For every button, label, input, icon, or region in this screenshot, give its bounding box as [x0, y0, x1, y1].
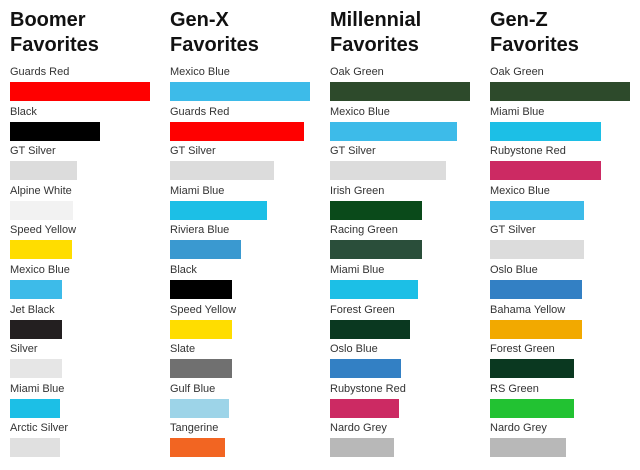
bar — [330, 359, 402, 379]
category-label: Black — [10, 105, 37, 118]
bar — [10, 161, 78, 181]
category-label: Rubystone Red — [330, 382, 406, 395]
category-label: Oak Green — [490, 66, 544, 78]
category-label: Speed Yellow — [10, 224, 77, 237]
category-label: Arctic Silver — [10, 422, 69, 435]
category-label: Riviera Blue — [170, 224, 230, 237]
category-label: Tangerine — [170, 422, 219, 435]
category-label: Oslo Blue — [490, 264, 538, 276]
category-label: Forest Green — [490, 343, 555, 356]
category-label: Gulf Blue — [170, 382, 216, 395]
bar — [490, 161, 601, 181]
panel-title-line2: Favorites — [330, 34, 419, 56]
category-label: Jet Black — [10, 303, 55, 316]
category-label: Guards Red — [170, 105, 230, 118]
category-label: Miami Blue — [490, 105, 545, 118]
category-label: Rubystone Red — [490, 145, 566, 158]
category-label: Speed Yellow — [170, 303, 237, 316]
bar — [490, 121, 601, 141]
bar — [330, 200, 423, 220]
panel-title-line2: Favorites — [490, 34, 579, 56]
bar — [170, 398, 229, 418]
category-label: Oslo Blue — [330, 343, 378, 356]
category-label: Silver — [10, 343, 38, 356]
bar — [170, 359, 232, 379]
panel-title: Gen-X Favorites — [170, 8, 259, 58]
bar — [10, 398, 61, 418]
bar — [490, 280, 583, 299]
category-label: GT Silver — [490, 224, 536, 237]
bar — [170, 319, 232, 339]
bar — [330, 82, 470, 101]
category-label: Black — [170, 264, 197, 276]
bar — [490, 438, 566, 458]
bar — [10, 359, 62, 379]
panel-title-line1: Gen-Z — [490, 9, 548, 31]
panel-title: Boomer Favorites — [10, 8, 99, 58]
bar — [170, 121, 305, 141]
bar — [10, 82, 150, 101]
bar — [490, 398, 574, 418]
bar — [330, 319, 410, 339]
category-label: Miami Blue — [170, 184, 225, 197]
bar — [490, 359, 574, 379]
bar — [10, 240, 72, 260]
category-label: Oak Green — [330, 66, 384, 78]
bar — [10, 200, 73, 220]
category-label: Miami Blue — [10, 382, 65, 395]
category-label: Mexico Blue — [10, 264, 70, 276]
bar — [170, 161, 274, 181]
bar — [330, 161, 447, 181]
category-label: Mexico Blue — [490, 184, 550, 197]
category-label: Nardo Grey — [330, 422, 387, 435]
category-label: Slate — [170, 343, 196, 356]
bar — [490, 82, 630, 101]
bar — [170, 200, 267, 220]
bar — [330, 240, 423, 260]
bar — [330, 438, 395, 458]
category-label: Racing Green — [330, 224, 398, 237]
bar — [170, 438, 225, 458]
panel-title-line2: Favorites — [170, 34, 259, 56]
category-label: Mexico Blue — [170, 66, 230, 78]
bar — [330, 398, 399, 418]
bar — [10, 121, 100, 141]
panel-title-line1: Millennial — [330, 9, 422, 31]
panel-title: Millennial Favorites — [330, 8, 421, 58]
category-label: Miami Blue — [330, 264, 385, 276]
category-label: Irish Green — [330, 184, 385, 197]
bar — [170, 82, 310, 101]
category-label: GT Silver — [10, 145, 56, 158]
bar — [170, 280, 232, 299]
category-label: Forest Green — [330, 303, 395, 316]
panel-title-line1: Boomer — [10, 9, 86, 31]
category-label: GT Silver — [170, 145, 216, 158]
category-label: GT Silver — [330, 145, 376, 158]
category-label: Mexico Blue — [330, 105, 390, 118]
category-label: RS Green — [490, 382, 539, 395]
category-label: Alpine White — [10, 184, 72, 197]
panel-title-line1: Gen-X — [170, 9, 229, 31]
bar — [330, 121, 458, 141]
panel-title-line2: Favorites — [10, 34, 99, 56]
category-label: Bahama Yellow — [490, 303, 566, 316]
category-label: Guards Red — [10, 66, 70, 78]
bar — [10, 319, 62, 339]
category-label: Nardo Grey — [490, 422, 547, 435]
bar — [490, 240, 584, 260]
bar — [10, 438, 61, 458]
bar — [490, 319, 583, 339]
bar — [10, 280, 62, 299]
panel-title: Gen-Z Favorites — [490, 8, 579, 58]
bar — [490, 200, 584, 220]
bar — [170, 240, 242, 260]
bar — [330, 280, 419, 299]
